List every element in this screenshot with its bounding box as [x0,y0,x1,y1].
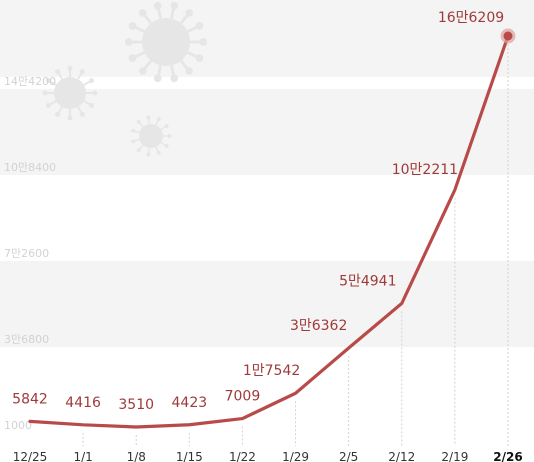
x-tick-label: 1/1 [73,450,92,462]
data-label: 5만4941 [339,273,396,289]
x-tick-label: 1/8 [127,450,146,462]
x-axis-ticks: 12/25 1/1 1/8 1/15 1/22 1/29 2/5 2/12 2/19 2/26 [13,450,523,462]
y-tick-label: 14만4200 [4,75,56,88]
data-label: 4416 [65,395,101,411]
data-labels: 5842 4416 3510 4423 7009 1만7542 3만6362 5만4941 10… [12,10,504,413]
series-line-group [28,28,516,429]
x-tick-label: 1/29 [282,450,309,462]
data-label: 10만2211 [392,162,458,178]
x-tick-label: 2/19 [441,450,468,462]
x-tick-label: 2/12 [388,450,415,462]
data-label: 16만6209 [438,10,504,26]
x-tick-label: 2/5 [339,450,358,462]
y-tick-label: 10만8400 [4,161,56,174]
series-line [28,34,510,429]
data-label: 3510 [118,397,154,413]
y-tick-label: 7만2600 [4,247,49,260]
virus-decorations [42,1,208,157]
data-label: 4423 [172,395,208,411]
x-tick-label: 2/26 [493,450,522,462]
data-label: 7009 [225,389,261,405]
y-tick-label: 1000 [4,419,32,432]
data-label: 5842 [12,391,48,407]
data-label: 1만7542 [243,363,300,379]
data-label: 3만6362 [290,318,347,334]
endpoint-marker [503,31,513,41]
virus-icon [42,65,98,121]
virus-icon [124,1,208,83]
x-tick-label: 1/15 [176,450,203,462]
virus-icon [131,115,172,157]
x-tick-label: 12/25 [13,450,48,462]
background-band [0,0,534,77]
vertical-gridlines [82,44,509,446]
y-axis-ticks: 1000 3만6800 7만2600 10만8400 14만4200 [4,75,56,432]
y-tick-label: 3만6800 [4,333,49,346]
background-band [0,260,534,347]
x-tick-label: 1/22 [229,450,256,462]
